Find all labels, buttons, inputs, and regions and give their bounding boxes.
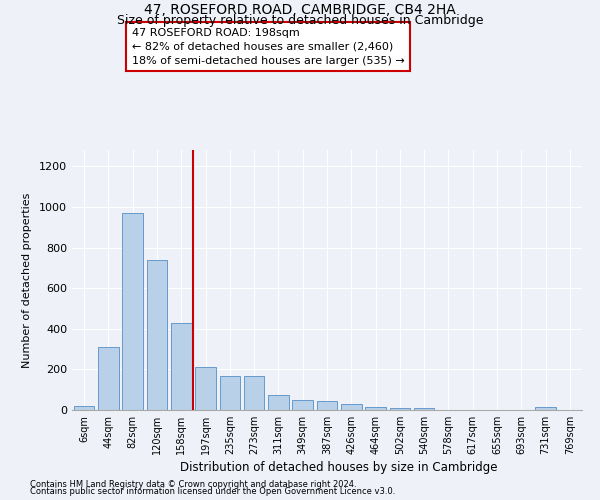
Bar [146,260,167,410]
Bar [244,376,265,410]
Text: Contains public sector information licensed under the Open Government Licence v3: Contains public sector information licen… [30,487,395,496]
Bar [195,368,216,410]
Y-axis label: Number of detached properties: Number of detached properties [22,192,32,368]
Bar [389,408,410,410]
Bar [74,406,94,410]
Bar [268,395,289,410]
Bar [98,348,119,410]
Text: 47 ROSEFORD ROAD: 198sqm
← 82% of detached houses are smaller (2,460)
18% of sem: 47 ROSEFORD ROAD: 198sqm ← 82% of detach… [132,28,405,66]
Bar [292,400,313,410]
Bar [365,407,386,410]
Bar [317,402,337,410]
Bar [122,213,143,410]
Bar [535,407,556,410]
Text: 47, ROSEFORD ROAD, CAMBRIDGE, CB4 2HA: 47, ROSEFORD ROAD, CAMBRIDGE, CB4 2HA [144,2,456,16]
Text: Distribution of detached houses by size in Cambridge: Distribution of detached houses by size … [180,461,498,474]
Text: Contains HM Land Registry data © Crown copyright and database right 2024.: Contains HM Land Registry data © Crown c… [30,480,356,489]
Text: Size of property relative to detached houses in Cambridge: Size of property relative to detached ho… [117,14,483,27]
Bar [171,322,191,410]
Bar [341,404,362,410]
Bar [414,408,434,410]
Bar [220,376,240,410]
